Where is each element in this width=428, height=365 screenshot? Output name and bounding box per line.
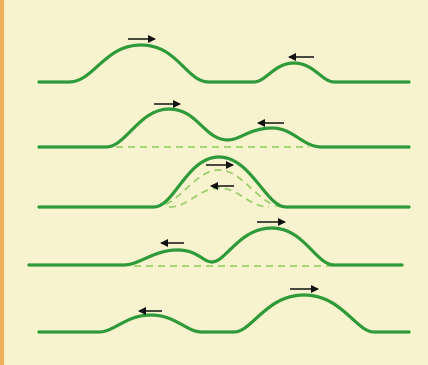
row-4-wave <box>27 226 404 267</box>
row-2-wave <box>37 107 411 149</box>
row-3-component-large-dashed <box>153 169 285 208</box>
row-1 <box>37 35 411 84</box>
row-3-wave <box>37 155 411 209</box>
row-3-component-small-dashed <box>168 187 270 208</box>
row-4 <box>27 218 404 267</box>
row-5-wave <box>37 293 411 334</box>
row-2 <box>37 100 411 149</box>
row-1-wave <box>37 43 411 84</box>
wave-superposition-diagram <box>27 35 411 334</box>
row-3 <box>37 155 411 209</box>
row-5 <box>37 285 411 334</box>
